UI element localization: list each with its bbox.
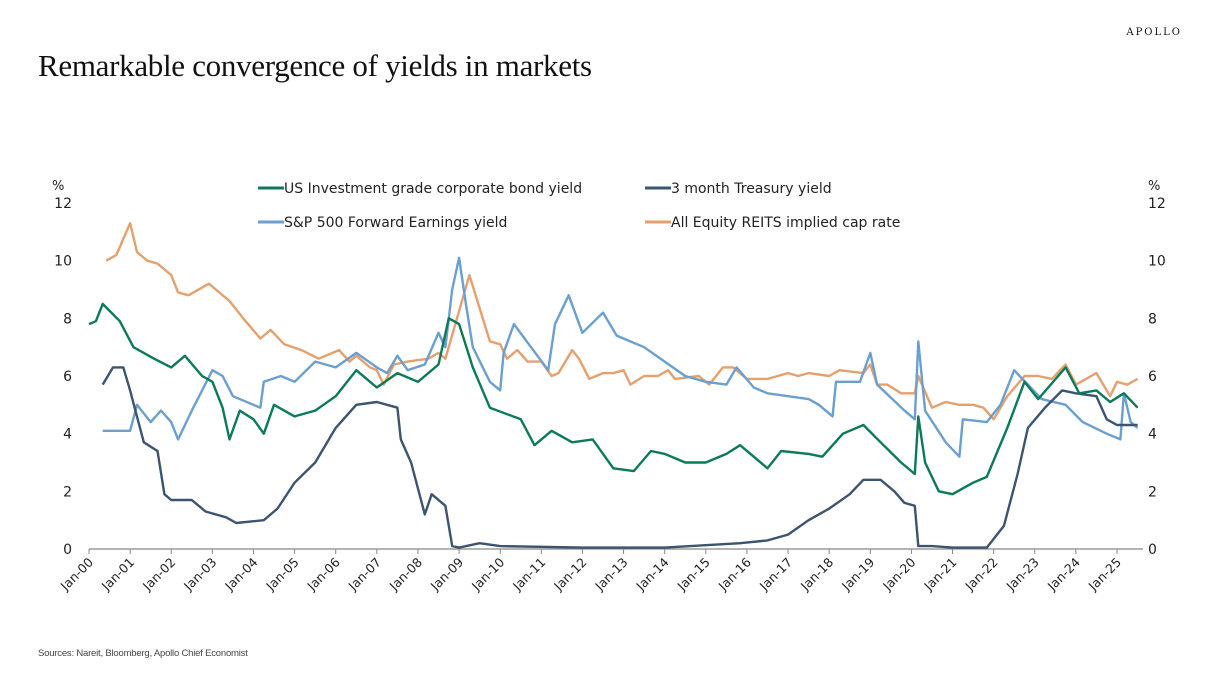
page-title: Remarkable convergence of yields in mark… [38, 48, 592, 83]
apollo-logo: APOLLO [1126, 27, 1182, 38]
series-line-3 [105, 221, 1139, 421]
y-tick-label-left: 2 [63, 484, 72, 500]
x-tick-label: Jan-03 [180, 555, 219, 594]
x-tick-label: Jan-25 [1085, 555, 1124, 594]
y-tick-label-right: 2 [1148, 484, 1157, 500]
series-line-1 [101, 366, 1138, 549]
x-tick-label: Jan-19 [838, 554, 877, 593]
legend-label: US Investment grade corporate bond yield [284, 181, 582, 197]
x-tick-label: Jan-04 [221, 554, 260, 593]
x-tick-label: Jan-14 [632, 554, 671, 593]
y-tick-label-left: 6 [63, 369, 72, 385]
y-tick-label-left: 10 [54, 254, 72, 270]
x-tick-label: Jan-16 [715, 554, 754, 593]
y-tick-label-right: 0 [1148, 542, 1157, 558]
y-tick-label-left: 4 [63, 427, 72, 443]
x-tick-label: Jan-09 [427, 554, 466, 593]
legend-label: All Equity REITS implied cap rate [671, 215, 900, 231]
x-tick-label: Jan-17 [756, 555, 795, 594]
y-tick-label-right: 6 [1148, 369, 1157, 385]
x-tick-label: Jan-20 [879, 554, 918, 593]
sources-note: Sources: Nareit, Bloomberg, Apollo Chief… [38, 648, 248, 659]
series-line-0 [88, 302, 1139, 496]
y-tick-label-right: 8 [1148, 311, 1157, 327]
x-tick-label: Jan-02 [139, 555, 178, 594]
x-tick-label: Jan-07 [345, 555, 384, 594]
x-tick-label: Jan-15 [674, 555, 713, 594]
x-tick-label: Jan-11 [509, 555, 548, 594]
x-tick-label: Jan-01 [98, 555, 137, 594]
x-tick-label: Jan-22 [961, 555, 1000, 594]
y-tick-label-left: 12 [54, 196, 72, 212]
legend-label: S&P 500 Forward Earnings yield [284, 215, 507, 231]
y-tick-label-right: 12 [1148, 196, 1166, 212]
y-tick-label-right: 10 [1148, 254, 1166, 270]
x-tick-label: Jan-12 [550, 555, 589, 594]
x-tick-label: Jan-24 [1044, 554, 1083, 593]
series-line-2 [102, 256, 1139, 458]
x-tick-label: Jan-00 [57, 554, 96, 593]
y-unit-left: % [52, 179, 64, 194]
x-tick-label: Jan-06 [303, 554, 342, 593]
x-tick-label: Jan-23 [1003, 555, 1042, 594]
x-tick-label: Jan-13 [591, 555, 630, 594]
y-unit-right: % [1148, 179, 1160, 194]
y-tick-label-left: 8 [63, 311, 72, 327]
y-tick-label-left: 0 [63, 542, 72, 558]
legend-label: 3 month Treasury yield [671, 181, 832, 197]
x-tick-label: Jan-08 [386, 554, 425, 593]
x-tick-label: Jan-05 [262, 555, 301, 594]
x-tick-label: Jan-10 [468, 554, 507, 593]
x-tick-label: Jan-18 [797, 554, 836, 593]
y-tick-label-right: 4 [1148, 427, 1157, 443]
x-tick-label: Jan-21 [920, 555, 959, 594]
